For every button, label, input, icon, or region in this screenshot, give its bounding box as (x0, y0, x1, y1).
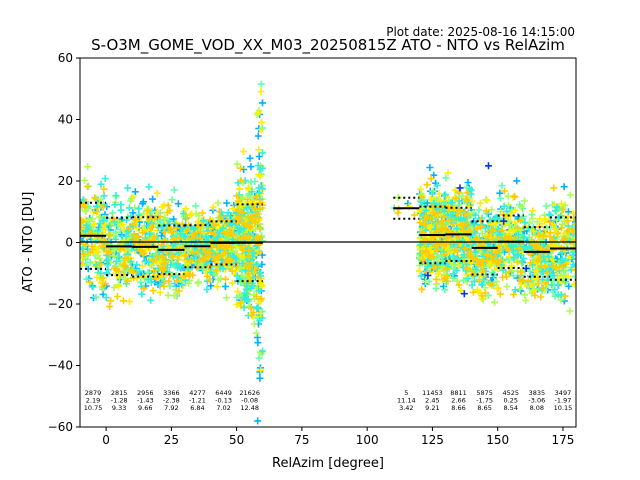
bin-count-label: 8811 (450, 389, 467, 397)
bin-count-label: 4277 (189, 389, 206, 397)
bin-std-label: 7.02 (216, 404, 230, 412)
scatter-marker-group (424, 162, 530, 298)
bin-std-label: 9.21 (425, 404, 439, 412)
chart-title: S-O3M_GOME_VOD_XX_M03_20250815Z ATO - NT… (91, 36, 565, 55)
bin-mean-label: 2.19 (86, 397, 100, 405)
bin-count-label: 3497 (555, 389, 572, 397)
y-tick-label: 40 (58, 113, 73, 127)
y-tick-label: −60 (48, 420, 73, 434)
y-axis-label: ATO - NTO [DU] (21, 192, 36, 293)
bin-mean-label: -0.13 (215, 397, 232, 405)
bin-mean-label: -1.75 (476, 397, 493, 405)
bin-mean-label: 0.25 (503, 397, 517, 405)
x-tick-label: 25 (164, 433, 179, 447)
bin-std-label: 9.66 (138, 404, 152, 412)
bin-mean-label: -2.38 (163, 397, 180, 405)
bin-std-label: 10.75 (84, 404, 103, 412)
x-tick-label: 125 (421, 433, 444, 447)
x-axis-label: RelAzim [degree] (272, 456, 384, 471)
bin-count-label: 6449 (215, 389, 232, 397)
bin-std-label: 9.33 (112, 404, 126, 412)
bin-std-label: 8.08 (530, 404, 544, 412)
bin-mean-label: -3.06 (528, 397, 545, 405)
bin-std-label: 10.15 (554, 404, 573, 412)
x-tick-label: 150 (486, 433, 509, 447)
x-axis-ticks: 0 25 50 75 100 125 150 175 (102, 427, 574, 447)
bin-count-label: 5 (404, 389, 408, 397)
bin-std-label: 8.54 (503, 404, 517, 412)
y-tick-label: −20 (48, 297, 73, 311)
bin-mean-label: -1.43 (137, 397, 154, 405)
x-tick-label: 100 (356, 433, 379, 447)
bin-mean-label: -1.97 (555, 397, 572, 405)
bin-std-label: 8.66 (451, 404, 465, 412)
bin-mean-label: 2.45 (425, 397, 439, 405)
bin-mean-label: 11.14 (397, 397, 416, 405)
bin-std-label: 12.48 (240, 404, 259, 412)
x-tick-label: 0 (102, 433, 110, 447)
plot-date: Plot date: 2025-08-16 14:15:00 (386, 25, 575, 39)
bin-count-label: 2815 (111, 389, 128, 397)
bin-std-label: 6.84 (190, 404, 204, 412)
y-axis-ticks: −60 −40 −20 0 20 40 60 (48, 51, 80, 434)
bin-count-label: 11453 (422, 389, 443, 397)
bin-std-label: 3.42 (399, 404, 413, 412)
bin-count-label: 3366 (163, 389, 180, 397)
x-tick-label: 50 (229, 433, 244, 447)
bin-count-label: 2956 (137, 389, 154, 397)
y-tick-label: 0 (65, 236, 73, 250)
y-tick-label: 20 (58, 174, 73, 188)
bin-mean-label: -0.08 (241, 397, 258, 405)
bin-mean-label: -1.28 (111, 397, 128, 405)
bin-count-label: 5875 (476, 389, 493, 397)
y-tick-label: 60 (58, 51, 73, 65)
bin-count-label: 4525 (502, 389, 519, 397)
bin-count-label: 2879 (85, 389, 102, 397)
bin-count-label: 3835 (529, 389, 546, 397)
bin-std-label: 7.92 (164, 404, 178, 412)
bin-mean-label: -1.21 (189, 397, 206, 405)
y-tick-label: −40 (48, 359, 73, 373)
bin-std-label: 8.65 (477, 404, 491, 412)
x-tick-label: 175 (551, 433, 574, 447)
bin-count-label: 21626 (239, 389, 260, 397)
scatter-points (80, 80, 576, 425)
x-tick-label: 75 (294, 433, 309, 447)
bin-mean-label: 2.66 (451, 397, 465, 405)
